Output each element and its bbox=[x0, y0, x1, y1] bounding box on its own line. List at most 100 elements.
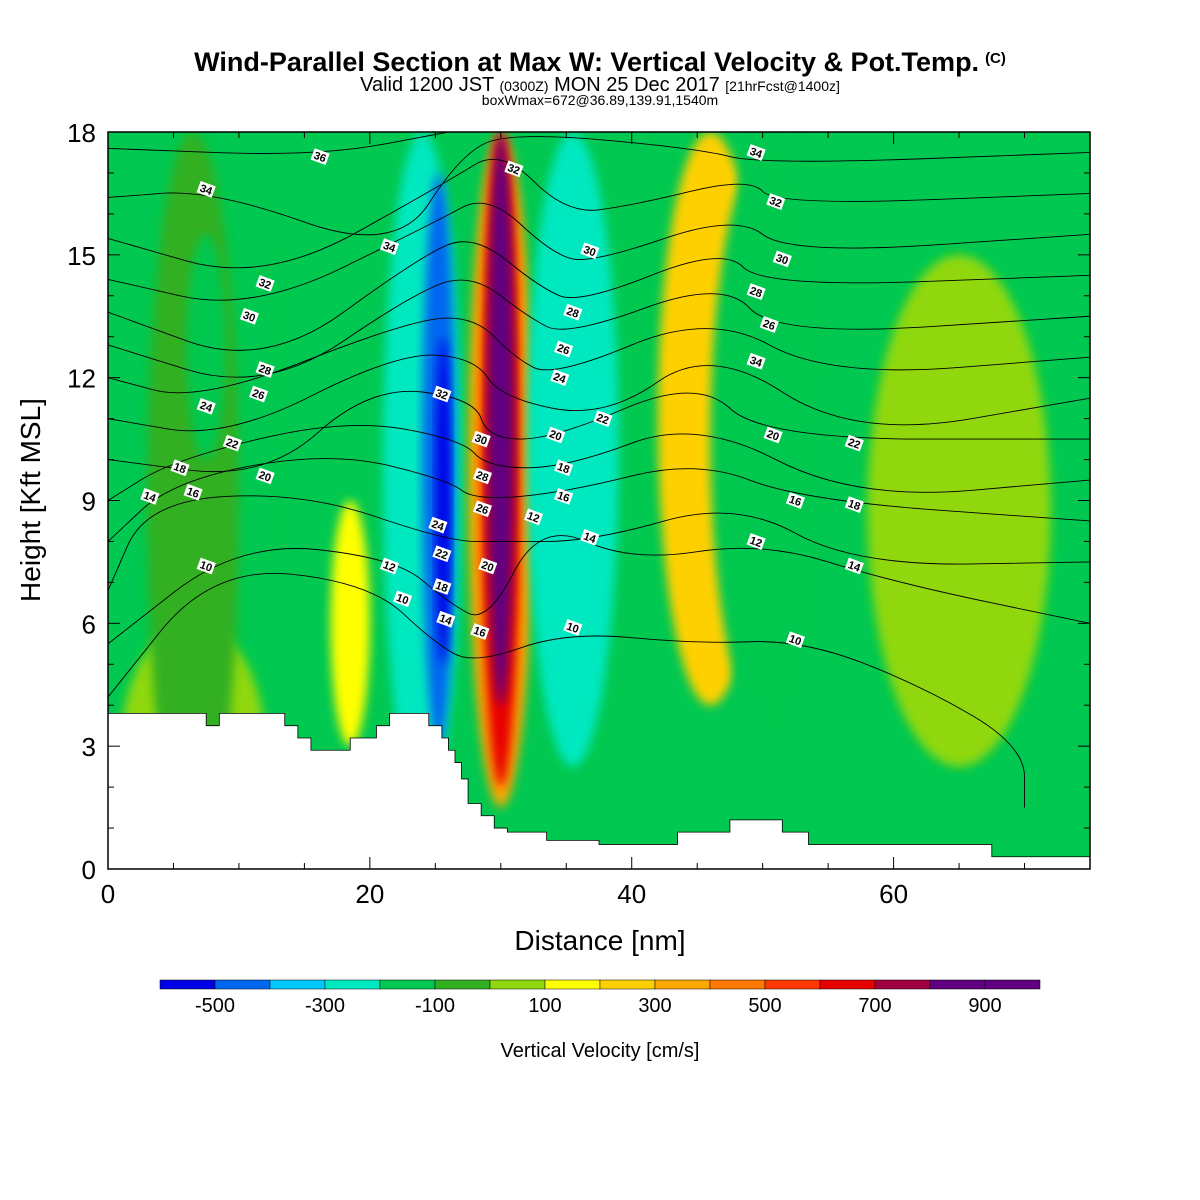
y-tick-label: 18 bbox=[67, 118, 96, 148]
contour-label-box bbox=[249, 385, 269, 403]
contour-label: 34 bbox=[379, 238, 400, 256]
contour-label-box bbox=[222, 434, 242, 452]
contour-label-text: 22 bbox=[434, 547, 450, 562]
contour-label-text: 10 bbox=[565, 621, 581, 636]
contour-label-text: 18 bbox=[846, 498, 862, 513]
x-axis-label: Distance [nm] bbox=[514, 925, 685, 956]
contour-label-text: 10 bbox=[787, 633, 803, 648]
colorbar-swatch bbox=[544, 979, 601, 990]
contour-label: 28 bbox=[563, 303, 583, 321]
contour-label: 20 bbox=[546, 426, 566, 444]
contour-label-text: 30 bbox=[582, 244, 598, 259]
valid-utc: (0300Z) bbox=[499, 78, 549, 94]
contour-label-box bbox=[523, 508, 544, 526]
contour-label-text: 12 bbox=[381, 559, 397, 574]
contour-label: 34 bbox=[746, 352, 766, 370]
chart-subtitle: Valid 1200 JST (0300Z) MON 25 Dec 2017 [… bbox=[0, 74, 1200, 97]
contour-label: 26 bbox=[759, 316, 779, 333]
potential-temperature-contours bbox=[108, 132, 1090, 808]
contour-label-text: 12 bbox=[525, 510, 541, 525]
valid-main: Valid 1200 JST bbox=[360, 74, 494, 96]
contour-labels: 36 34 34 32 30 28 26 24 22 20 18 16 14 10 12 10 32 24 22 18… bbox=[140, 144, 864, 648]
contour-label: 10 bbox=[196, 557, 216, 575]
y-tick-label: 9 bbox=[82, 487, 96, 517]
y-axis-label: Height [Kft MSL] bbox=[15, 398, 46, 602]
contour-label-box bbox=[255, 467, 275, 485]
contour-label-box bbox=[504, 160, 524, 178]
contour-label-text: 30 bbox=[241, 309, 257, 324]
contour-label: 16 bbox=[470, 623, 490, 640]
contour-label-text: 18 bbox=[434, 580, 450, 595]
contour-label-box bbox=[746, 533, 766, 550]
contour-label-box bbox=[183, 483, 203, 501]
colorbar-tick-label: 900 bbox=[968, 995, 1001, 1017]
colorbar-swatch bbox=[489, 979, 546, 990]
contour-label-text: 14 bbox=[846, 559, 862, 575]
contour-label-text: 26 bbox=[474, 502, 490, 517]
contour-label: 10 bbox=[563, 619, 583, 636]
contour-label-text: 24 bbox=[198, 400, 214, 416]
box-wmax-line: boxWmax=672@36.89,139.91,1540m bbox=[481, 92, 719, 108]
contour-label: 14 bbox=[436, 610, 456, 628]
contour-label: 20 bbox=[255, 467, 275, 485]
copyright-mark: (C) bbox=[985, 50, 1006, 67]
contour-label: 34 bbox=[746, 144, 766, 162]
contour-label-box bbox=[239, 307, 259, 325]
theta-contour-28 bbox=[108, 241, 1090, 351]
contour-label: 12 bbox=[746, 533, 766, 550]
contour-label-box bbox=[379, 238, 400, 256]
contour-label-text: 36 bbox=[312, 150, 328, 165]
contour-label: 26 bbox=[554, 340, 574, 358]
w-cell-11 bbox=[526, 132, 619, 767]
contour-label-text: 14 bbox=[142, 490, 158, 506]
contour-label-text: 20 bbox=[548, 428, 564, 443]
contour-label-text: 32 bbox=[434, 387, 450, 402]
contour-label-text: 32 bbox=[257, 277, 273, 292]
contour-label-box bbox=[471, 430, 491, 448]
theta-contour-36 bbox=[108, 132, 449, 154]
colorbar-swatch bbox=[874, 979, 931, 990]
contour-label: 30 bbox=[580, 242, 600, 259]
x-tick-label: 60 bbox=[879, 879, 908, 909]
contour-label: 20 bbox=[763, 426, 783, 444]
contour-label: 18 bbox=[170, 459, 190, 476]
chart-title: Wind-Parallel Section at Max W: Vertical… bbox=[0, 44, 1200, 77]
contour-label-text: 28 bbox=[565, 305, 581, 320]
contour-label-text: 16 bbox=[185, 486, 201, 501]
contour-label: 30 bbox=[772, 250, 792, 268]
contour-label: 12 bbox=[523, 508, 544, 526]
contour-label-box bbox=[255, 275, 275, 292]
contour-label-text: 14 bbox=[582, 531, 598, 547]
contour-label: 28 bbox=[746, 283, 766, 301]
contour-label-box bbox=[196, 180, 216, 198]
contour-label-text: 28 bbox=[474, 469, 490, 484]
x-tick-label: 40 bbox=[617, 879, 646, 909]
theta-contour-16 bbox=[108, 458, 1090, 542]
contour-label: 12 bbox=[379, 557, 400, 575]
contour-label: 30 bbox=[239, 307, 259, 325]
contour-label: 10 bbox=[393, 590, 413, 608]
contour-label-box bbox=[379, 557, 400, 575]
contour-label-text: 34 bbox=[748, 146, 764, 162]
contour-label-text: 12 bbox=[748, 535, 764, 550]
theta-contour-18 bbox=[108, 425, 1090, 501]
contour-label-text: 20 bbox=[765, 428, 781, 443]
contour-label: 30 bbox=[471, 430, 491, 448]
contour-label-box bbox=[746, 283, 766, 301]
contour-label-text: 20 bbox=[480, 559, 496, 574]
contour-label-box bbox=[785, 492, 805, 509]
colorbar-swatch bbox=[159, 979, 216, 990]
contour-label: 14 bbox=[140, 488, 160, 506]
contour-label-text: 22 bbox=[846, 436, 862, 451]
contour-label: 24 bbox=[550, 369, 570, 387]
contour-label-box bbox=[393, 590, 413, 608]
contour-label-text: 30 bbox=[473, 432, 489, 447]
colorbar-swatch bbox=[324, 979, 381, 990]
contour-label-box bbox=[844, 434, 864, 452]
contour-label: 32 bbox=[432, 385, 452, 403]
contour-label: 26 bbox=[472, 500, 493, 517]
contour-label-box bbox=[428, 516, 448, 534]
colorbar-swatch bbox=[929, 979, 986, 990]
colorbar-swatch bbox=[984, 979, 1041, 990]
